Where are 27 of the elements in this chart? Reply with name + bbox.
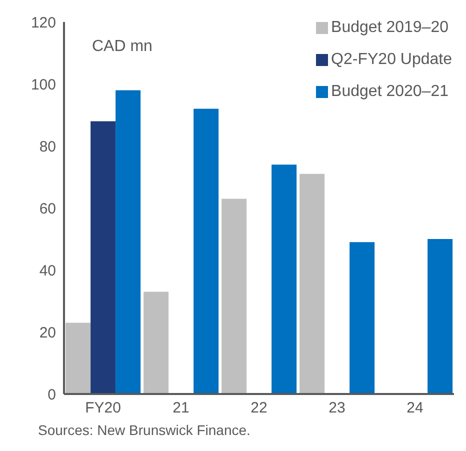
bar bbox=[428, 239, 453, 394]
source-note: Sources: New Brunswick Finance. bbox=[38, 422, 250, 438]
y-tick-label: 0 bbox=[48, 386, 56, 404]
bar bbox=[300, 174, 325, 394]
y-tick-label: 60 bbox=[39, 200, 56, 218]
x-tick-label: FY20 bbox=[85, 400, 121, 417]
y-axis-title: CAD mn bbox=[92, 38, 152, 56]
x-tick-label: 22 bbox=[250, 400, 268, 417]
bar bbox=[116, 90, 141, 394]
x-tick-label: 21 bbox=[172, 400, 190, 417]
legend-label: Q2-FY20 Update bbox=[331, 50, 452, 70]
y-tick-label: 20 bbox=[39, 324, 56, 342]
bar bbox=[272, 164, 297, 394]
y-tick-label: 120 bbox=[30, 14, 56, 32]
bar bbox=[222, 198, 247, 394]
x-tick-label: 24 bbox=[406, 400, 424, 417]
legend-label: Budget 2019–20 bbox=[331, 18, 448, 38]
legend-label: Budget 2020–21 bbox=[331, 82, 448, 102]
bar bbox=[194, 108, 219, 394]
y-tick-label: 100 bbox=[30, 76, 56, 94]
bar bbox=[66, 322, 91, 394]
y-tick-label: 40 bbox=[39, 262, 56, 280]
x-tick-label: 23 bbox=[328, 400, 346, 417]
bar bbox=[90, 121, 116, 394]
bar bbox=[350, 242, 375, 394]
y-tick-label: 80 bbox=[39, 138, 56, 156]
bar bbox=[144, 292, 169, 394]
